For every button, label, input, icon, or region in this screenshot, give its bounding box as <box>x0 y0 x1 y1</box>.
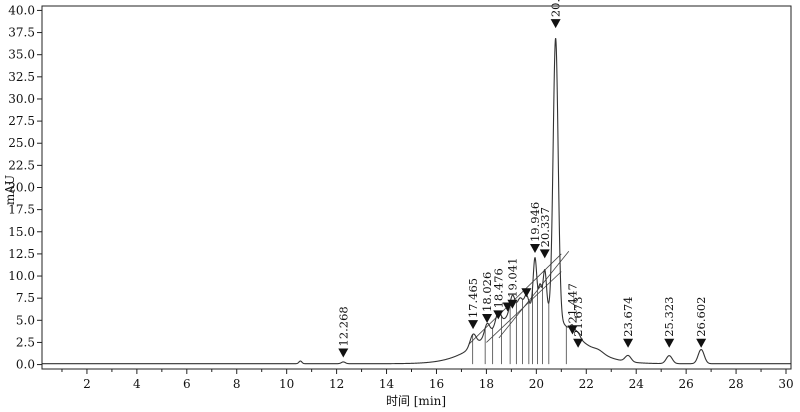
y-tick-label: 15.0 <box>8 225 35 239</box>
peak-retention-label: 17.465 <box>466 278 480 318</box>
peak-marker-triangle <box>623 338 634 348</box>
x-tick-label: 22 <box>579 377 594 391</box>
y-tick-label: 32.5 <box>8 70 35 84</box>
peak-marker-triangle <box>539 249 550 259</box>
plot-frame <box>41 5 792 370</box>
y-tick-label: 7.5 <box>16 291 35 305</box>
peak-retention-label: 18.026 <box>480 272 494 312</box>
x-tick-label: 14 <box>379 377 395 391</box>
y-tick-label: 37.5 <box>8 26 35 40</box>
x-tick-label: 26 <box>678 377 693 391</box>
y-tick-label: 0.0 <box>16 358 35 372</box>
x-tick-label: 6 <box>183 377 191 391</box>
x-tick-label: 18 <box>479 377 494 391</box>
y-tick-label: 40.0 <box>8 3 35 17</box>
x-tick-label: 10 <box>279 377 294 391</box>
peak-retention-label: 20.773 <box>549 0 563 17</box>
peak-marker-triangle <box>468 320 479 330</box>
peak-retention-label: 26.602 <box>694 297 708 337</box>
x-tick-label: 16 <box>429 377 444 391</box>
y-tick-label: 10.0 <box>8 269 35 283</box>
y-axis-title: mAU <box>3 175 17 205</box>
y-tick-label: 5.0 <box>16 313 35 327</box>
peak-marker-triangle <box>493 310 504 320</box>
peak-marker-triangle <box>529 244 540 254</box>
peak-marker-triangle <box>567 325 578 335</box>
integration-baseline <box>498 250 570 339</box>
signal-trace <box>42 38 791 365</box>
peak-retention-label: 23.674 <box>621 297 635 337</box>
peak-marker-triangle <box>482 313 493 323</box>
x-tick-label: 28 <box>728 377 743 391</box>
peak-retention-label: 19.946 <box>528 202 542 242</box>
x-axis-title: 时间 [min] <box>386 394 446 408</box>
peak-retention-label: 12.268 <box>336 306 350 346</box>
peak-marker-triangle <box>664 338 675 348</box>
peak-marker-triangle <box>521 288 532 298</box>
peak-marker-triangle <box>338 348 349 358</box>
peak-retention-label: 25.323 <box>662 297 676 337</box>
x-tick-label: 20 <box>529 377 544 391</box>
x-tick-label: 12 <box>329 377 344 391</box>
y-tick-label: 35.0 <box>8 48 35 62</box>
y-tick-label: 25.0 <box>8 136 35 150</box>
peak-marker-triangle <box>573 338 584 348</box>
y-tick-label: 12.5 <box>8 247 35 261</box>
peak-retention-label: 19.041 <box>505 258 519 298</box>
peak-retention-label: 21.673 <box>571 297 585 337</box>
y-tick-label: 20.0 <box>8 181 35 195</box>
peak-retention-label: 18.476 <box>491 268 505 308</box>
peak-marker-triangle <box>696 338 707 348</box>
y-tick-label: 30.0 <box>8 92 35 106</box>
y-tick-label: 17.5 <box>8 203 35 217</box>
y-tick-label: 27.5 <box>8 114 35 128</box>
y-tick-label: 2.5 <box>16 335 35 349</box>
peak-marker-triangle <box>507 299 518 309</box>
x-tick-label: 8 <box>233 377 241 391</box>
peak-marker-triangle <box>550 19 561 29</box>
axis-ticks: 2 4 6 8 10 12 14 16 18 20 22 24 26 28 300.02.55.07.510… <box>8 3 793 391</box>
x-tick-label: 2 <box>83 377 91 391</box>
peak-retention-label: 21.447 <box>565 283 579 323</box>
x-tick-label: 4 <box>133 377 141 391</box>
x-tick-label: 30 <box>778 377 793 391</box>
y-tick-label: 22.5 <box>8 158 35 172</box>
peak-retention-label: 20.337 <box>538 207 552 247</box>
x-tick-label: 24 <box>629 377 645 391</box>
